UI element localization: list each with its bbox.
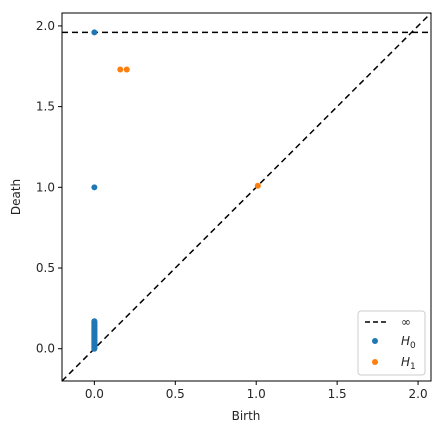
point-h0 [91, 318, 98, 325]
legend-h0-label: H0 [401, 334, 416, 351]
point-h1 [117, 66, 124, 73]
point-h1 [123, 66, 130, 73]
legend-infinity-label: ∞ [401, 315, 411, 329]
legend-box [357, 310, 426, 376]
diagonal-layer [61, 12, 432, 382]
series-h0 [91, 29, 98, 352]
legend-h0-sub: 0 [410, 341, 416, 351]
legend-h1-marker [372, 359, 378, 365]
point-h0 [91, 29, 98, 36]
y-tick-label: 1.0 [36, 180, 55, 194]
x-axis-ticks: 0.0 0.5 1.0 1.5 2.0 [85, 381, 428, 401]
x-tick-label: 1.0 [247, 387, 266, 401]
x-axis-label: Birth [232, 409, 261, 423]
y-axis-label: Death [9, 179, 23, 215]
x-tick-label: 0.0 [85, 387, 104, 401]
diagonal-line [61, 12, 432, 382]
point-h0 [91, 184, 98, 191]
points-layer [91, 29, 261, 352]
legend-h1-label: H1 [401, 355, 416, 372]
y-tick-label: 0.5 [36, 261, 55, 275]
y-tick-label: 2.0 [36, 19, 55, 33]
y-axis-ticks: 0.0 0.5 1.0 1.5 2.0 [36, 19, 62, 356]
legend-h1-main: H [401, 355, 410, 369]
x-tick-label: 2.0 [409, 387, 428, 401]
point-h1 [254, 182, 261, 189]
legend: ∞ H0 H1 [357, 310, 426, 376]
legend-h0-main: H [401, 334, 410, 348]
legend-h1-sub: 1 [410, 362, 416, 372]
x-tick-label: 1.5 [328, 387, 347, 401]
legend-h0-marker [372, 338, 378, 344]
y-tick-label: 0.0 [36, 342, 55, 356]
plot-frame [61, 12, 432, 382]
y-tick-label: 1.5 [36, 100, 55, 114]
series-h1 [117, 66, 261, 189]
x-tick-label: 0.5 [166, 387, 185, 401]
